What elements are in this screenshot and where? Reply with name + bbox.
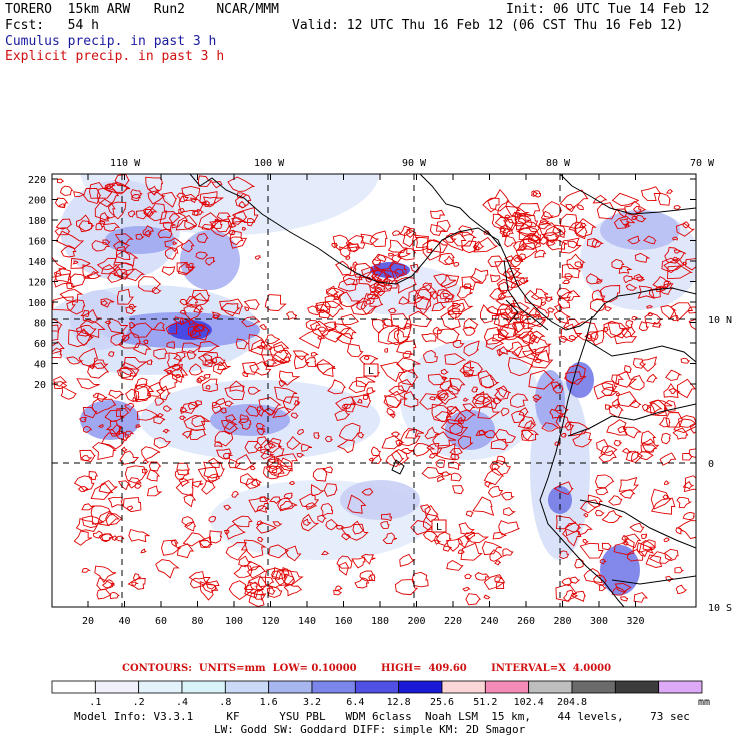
colorbar-segment [354, 680, 400, 694]
svg-text:L: L [436, 522, 442, 533]
colorbar-segment [571, 680, 616, 694]
colorbar-label: .4 [176, 697, 188, 708]
explicit-precip-contours [52, 174, 696, 607]
low-marker: L [363, 363, 379, 377]
lat-label: 10 S [708, 603, 732, 614]
y-tick-label: 200 [28, 196, 46, 207]
colorbar-label: 102.4 [514, 697, 544, 708]
colorbar-segment [441, 680, 486, 694]
header-model-title: TORERO 15km ARW Run2 NCAR/MMM [5, 2, 279, 17]
colorbar-segment [528, 680, 573, 694]
colorbar-segment [224, 680, 270, 694]
colorbar-segment [614, 680, 660, 694]
colorbar-segment [138, 680, 183, 694]
svg-text:L: L [368, 366, 374, 377]
colorbar-label: 1.6 [260, 697, 278, 708]
lon-label: 70 W [690, 158, 715, 169]
footer-physics-info: LW: Godd SW: Goddard DIFF: simple KM: 2D… [214, 723, 526, 736]
lat-label: 0 [708, 459, 714, 470]
legend-explicit-label: Explicit precip. in past 3 h [5, 49, 225, 64]
x-tick-label: 180 [371, 616, 389, 627]
y-tick-label: 220 [28, 175, 46, 186]
header-init-time: Init: 06 UTC Tue 14 Feb 12 [506, 2, 710, 17]
colorbar-segment [51, 680, 96, 694]
y-tick-label: 120 [28, 278, 46, 289]
x-tick-label: 280 [553, 616, 571, 627]
legend-cumulus-label: Cumulus precip. in past 3 h [5, 34, 217, 49]
x-tick-label: 320 [626, 616, 644, 627]
x-tick-label: 60 [155, 616, 167, 627]
colorbar-segment [484, 680, 530, 694]
x-tick-label: 20 [82, 616, 94, 627]
y-tick-label: 60 [34, 339, 46, 350]
y-tick-label: 40 [34, 360, 46, 371]
colorbar-label: .8 [219, 697, 231, 708]
lon-label: 80 W [546, 158, 571, 169]
footer-model-info: Model Info: V3.3.1 KF YSU PBL WDM 6class… [74, 710, 690, 723]
x-tick-label: 240 [480, 616, 498, 627]
y-tick-label: 100 [28, 298, 46, 309]
x-tick-label: 160 [334, 616, 352, 627]
lon-label: 100 W [254, 158, 285, 169]
colorbar-label: 51.2 [473, 697, 497, 708]
x-tick-label: 220 [444, 616, 462, 627]
contour-info: CONTOURS: UNITS=mm LOW= 0.10000 HIGH= 40… [122, 663, 612, 674]
colorbar-label: .2 [133, 697, 145, 708]
y-tick-label: 20 [34, 380, 46, 391]
colorbar-unit: mm [698, 697, 710, 708]
x-tick-label: 100 [225, 616, 243, 627]
header-forecast-hour: Fcst: 54 h [5, 18, 99, 33]
y-tick-label: 180 [28, 216, 46, 227]
colorbar-segment [181, 680, 226, 694]
colorbar-segment [658, 680, 703, 694]
colorbar-segment [398, 680, 443, 694]
colorbar-label: 204.8 [557, 697, 587, 708]
latitude-labels: 10 N 0 10 S [708, 315, 732, 614]
colorbar-label: 3.2 [303, 697, 321, 708]
latlon-grid [52, 174, 696, 607]
colorbar-segment [311, 680, 356, 694]
colorbar-segment [268, 680, 313, 694]
y-tick-label: 140 [28, 257, 46, 268]
lon-label: 90 W [402, 158, 427, 169]
y-tick-label: 160 [28, 237, 46, 248]
header-valid-time: Valid: 12 UTC Thu 16 Feb 12 (06 CST Thu … [292, 18, 684, 33]
colorbar-label: 6.4 [346, 697, 364, 708]
colorbar-label: 25.6 [430, 697, 454, 708]
colorbar: .1 .2 .4 .8 1.6 3.2 6.4 12.8 25.6 51.2 102.4 204.8 [51, 680, 703, 708]
x-tick-label: 80 [191, 616, 203, 627]
longitude-labels: 110 W 100 W 90 W 80 W 70 W [110, 158, 715, 169]
x-tick-label: 300 [590, 616, 608, 627]
y-tick-label: 80 [34, 319, 46, 330]
colorbar-label: .1 [89, 697, 101, 708]
x-tick-label: 200 [407, 616, 425, 627]
x-axis: 20 40 60 80 100 120 140 160 180 200 220 240 260 280 30… [82, 174, 645, 627]
lat-label: 10 N [708, 315, 732, 326]
lon-label: 110 W [110, 158, 141, 169]
low-marker: L [431, 519, 447, 533]
x-tick-label: 120 [261, 616, 279, 627]
coastline [189, 174, 696, 607]
colorbar-segment [94, 680, 140, 694]
x-tick-label: 40 [118, 616, 130, 627]
x-tick-label: 140 [298, 616, 316, 627]
colorbar-label: 12.8 [387, 697, 411, 708]
y-axis: 220 200 180 160 140 120 100 80 60 40 20 [28, 175, 696, 391]
x-tick-label: 260 [517, 616, 535, 627]
